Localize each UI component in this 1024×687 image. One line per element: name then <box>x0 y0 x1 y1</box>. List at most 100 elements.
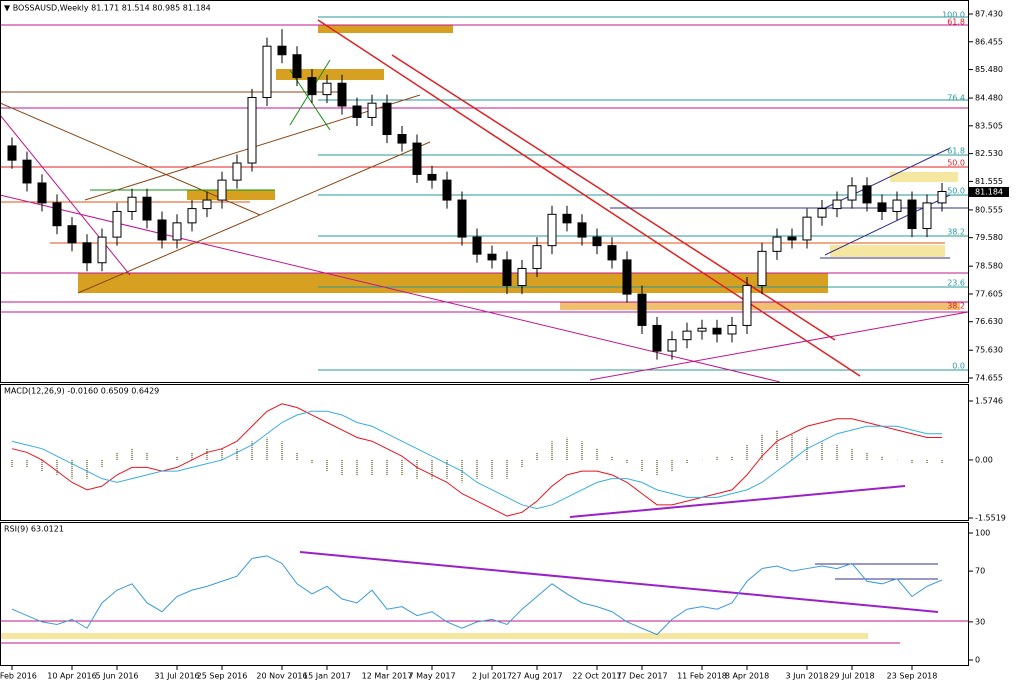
x-tick-label: 12 Mar 2017 <box>362 672 413 681</box>
x-tick-label: 31 Jul 2016 <box>154 672 199 681</box>
x-tick-label: 3 Jun 2018 <box>785 672 828 681</box>
x-tick-label: 22 Oct 2017 <box>572 672 621 681</box>
zone <box>187 190 275 200</box>
candle-body <box>922 202 932 230</box>
y-tick-label: 79.580 <box>975 233 1003 242</box>
candle-body <box>622 259 632 295</box>
candle-body <box>367 102 377 118</box>
candle-body <box>862 185 872 204</box>
candle-body <box>277 45 287 56</box>
fibo-label: 0.0 <box>952 362 965 371</box>
candle-body <box>772 236 782 252</box>
candle-body <box>457 199 467 238</box>
zone <box>0 633 868 639</box>
candle-body <box>187 208 197 224</box>
y-tick-label: 80.555 <box>975 205 1003 214</box>
trendline <box>391 54 836 341</box>
y-tick-label: 74.655 <box>975 374 1003 383</box>
candle-body <box>292 54 302 79</box>
frame <box>0 384 969 521</box>
frames <box>0 0 969 666</box>
candle-body <box>607 245 617 261</box>
candle-body <box>307 77 317 96</box>
channel <box>824 147 951 209</box>
candle-body <box>652 324 662 352</box>
trendline <box>299 551 939 613</box>
candle-body <box>52 202 62 227</box>
x-tick-label: 29 Jul 2018 <box>829 672 874 681</box>
y-tick-label: 76.630 <box>975 317 1003 326</box>
trendline <box>0 114 131 276</box>
frame <box>0 522 969 666</box>
candle-body <box>742 285 752 326</box>
candle-body <box>892 199 902 212</box>
candle-body <box>562 213 572 224</box>
candle-body <box>232 162 242 181</box>
y-tick-label: 85.480 <box>975 65 1003 74</box>
candle-body <box>142 196 152 221</box>
y-tick-label: 0.00 <box>975 455 993 464</box>
fibo-labels: 100.0 61.8 76.4 61.8 50.0 50.0 38.2 23.6… <box>942 11 965 371</box>
fibo-label: 76.4 <box>947 94 965 103</box>
y-tick-label: 84.480 <box>975 94 1003 103</box>
candle-body <box>667 339 677 352</box>
candle-body <box>37 182 47 204</box>
y-tick-label: 83.505 <box>975 121 1003 130</box>
candle-body <box>592 236 602 247</box>
y-tick-label: 81.555 <box>975 177 1003 186</box>
candle-body <box>337 82 347 107</box>
fibo-label: 100.0 <box>942 11 965 20</box>
candle-body <box>577 222 587 238</box>
candle-body <box>217 179 227 201</box>
fibo-label: 61.8 <box>947 18 965 27</box>
fibo-label: 38.2 <box>947 302 965 311</box>
x-tick-label: 8 Apr 2018 <box>725 672 769 681</box>
x-tick-label: 5 Jun 2016 <box>95 672 138 681</box>
candle-body <box>757 250 767 287</box>
candle-body <box>712 327 722 335</box>
y-tick-label: 100 <box>975 529 990 538</box>
y-tick-label: 78.580 <box>975 262 1003 271</box>
candle-body <box>352 105 362 118</box>
panel-title: RSI(9) 63.0121 <box>4 525 64 534</box>
candle-body <box>877 202 887 212</box>
y-tick-label: 70 <box>975 567 985 576</box>
candle-body <box>322 82 332 96</box>
candle-body <box>787 236 797 241</box>
y-tick-label: 75.630 <box>975 346 1003 355</box>
candle-body <box>412 142 422 175</box>
candle-body <box>817 208 827 218</box>
macd-line <box>11 410 942 510</box>
candle-body <box>517 267 527 287</box>
x-tick-label: 15 Jan 2017 <box>303 672 351 681</box>
fibo-label: 50.0 <box>947 187 965 196</box>
x-tick-label: 25 Sep 2016 <box>197 672 248 681</box>
candle-body <box>472 236 482 255</box>
last-price-label: 81.184 <box>975 187 1003 196</box>
y-tick-label: 86.455 <box>975 37 1003 46</box>
candle-body <box>172 222 182 241</box>
candle-body <box>802 216 812 241</box>
x-tick-label: 27 Aug 2017 <box>511 672 562 681</box>
candle-body <box>487 253 497 261</box>
fibo-label: 50.0 <box>947 159 965 168</box>
y-tick-label: 0 <box>975 656 980 665</box>
fibo-label: 23.6 <box>947 279 965 288</box>
trendline <box>77 141 431 294</box>
trendline <box>317 19 861 377</box>
fibo-label: 38.2 <box>947 228 965 237</box>
candle-body <box>7 145 17 161</box>
trendline <box>589 311 969 381</box>
candle-body <box>532 245 542 269</box>
candle-body <box>67 225 77 244</box>
trendline <box>0 194 781 383</box>
zone <box>560 302 960 310</box>
candle-body <box>202 199 212 210</box>
x-tick-label: 14 Feb 2016 <box>0 672 37 681</box>
last-price-box <box>969 186 1009 197</box>
candle-body <box>727 324 737 335</box>
candle-body <box>682 330 692 341</box>
drawings <box>0 16 969 644</box>
